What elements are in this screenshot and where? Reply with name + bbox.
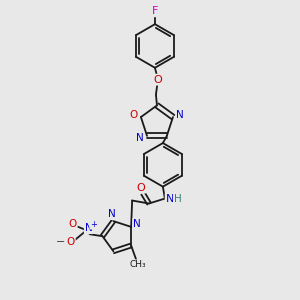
Text: N: N	[133, 219, 141, 229]
Text: N: N	[136, 133, 144, 143]
Text: N: N	[176, 110, 184, 120]
Text: O: O	[130, 110, 138, 120]
Text: N: N	[166, 194, 174, 203]
Text: O: O	[154, 75, 162, 85]
Text: O: O	[69, 219, 77, 229]
Text: N: N	[85, 223, 92, 233]
Text: O: O	[67, 237, 75, 247]
Text: O: O	[137, 183, 146, 193]
Text: +: +	[90, 220, 97, 229]
Text: F: F	[152, 6, 158, 16]
Text: −: −	[56, 237, 65, 247]
Text: H: H	[174, 194, 182, 203]
Text: CH₃: CH₃	[130, 260, 146, 269]
Text: N: N	[107, 209, 115, 219]
